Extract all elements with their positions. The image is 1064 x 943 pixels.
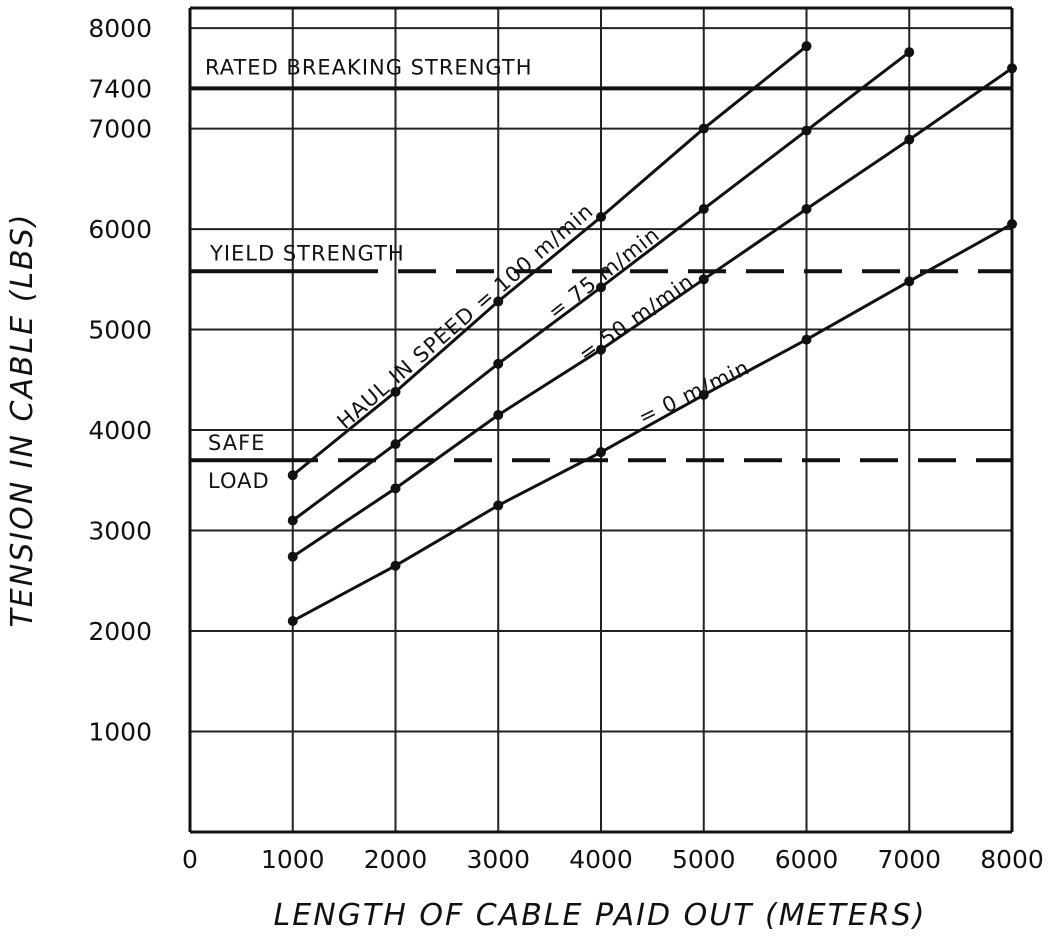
- data-point: [287, 515, 298, 526]
- y-tick-label: 1000: [88, 718, 152, 747]
- data-point: [493, 409, 504, 420]
- y-tick-label: 6000: [88, 215, 152, 244]
- x-tick-label: 3000: [466, 845, 530, 874]
- y-tick-label: 3000: [88, 517, 152, 546]
- x-tick-label: 0: [182, 845, 198, 874]
- series-line: [291, 67, 1013, 558]
- data-point: [390, 483, 401, 494]
- data-point: [801, 334, 812, 345]
- data-point: [904, 134, 915, 145]
- data-point: [801, 125, 812, 136]
- x-tick-label: 7000: [877, 845, 941, 874]
- data-point: [596, 212, 606, 223]
- data-point: [390, 560, 401, 571]
- x-tick-label: 5000: [672, 845, 736, 874]
- y-tick-label: 7400: [88, 74, 152, 103]
- x-tick-label: 4000: [569, 845, 633, 874]
- data-point: [596, 447, 606, 458]
- data-point: [698, 203, 709, 214]
- y-tick-label: 4000: [88, 416, 152, 445]
- data-point: [287, 470, 298, 481]
- yield-strength-label: YIELD STRENGTH: [209, 241, 405, 265]
- x-axis-title: LENGTH OF CABLE PAID OUT (METERS): [274, 898, 927, 933]
- x-tick-label: 1000: [261, 845, 325, 874]
- y-tick-label: 7000: [88, 115, 152, 144]
- data-point: [287, 551, 298, 562]
- x-tick-label: 8000: [980, 845, 1044, 874]
- tick-labels: 1000 2000 3000 4000 5000 6000 7000 7400 8000 0 100…: [88, 14, 1043, 874]
- data-point: [801, 203, 812, 214]
- series-line: [292, 222, 1013, 623]
- data-point: [904, 276, 915, 287]
- x-tick-label: 6000: [775, 845, 839, 874]
- data-point: [698, 389, 709, 400]
- x-tick-label: 2000: [364, 845, 428, 874]
- rated-breaking-strength-label: RATED BREAKING STRENGTH: [205, 55, 533, 79]
- data-point: [698, 123, 709, 134]
- data-point: [390, 386, 401, 397]
- y-axis-title: TENSION IN CABLE (LBS): [5, 212, 40, 627]
- y-tick-label: 8000: [88, 14, 152, 43]
- data-point: [493, 296, 504, 307]
- data-point: [801, 41, 812, 52]
- plot-frame: [188, 6, 1014, 834]
- y-tick-label: 2000: [88, 617, 152, 646]
- series-lines: [287, 41, 1017, 626]
- grid: [190, 8, 1012, 832]
- data-point: [596, 282, 606, 293]
- data-point: [904, 47, 915, 58]
- safe-load-label: LOAD: [208, 469, 270, 493]
- y-tick-label: 5000: [88, 316, 152, 345]
- data-point: [596, 344, 606, 355]
- series-line: [291, 45, 808, 477]
- data-point: [493, 500, 504, 511]
- reference-lines: [190, 86, 1012, 463]
- data-point: [698, 274, 709, 285]
- data-point: [287, 615, 298, 626]
- data-point: [493, 358, 504, 369]
- safe-load-label: SAFE: [208, 431, 265, 455]
- data-point: [390, 439, 401, 450]
- series-label: = 0 m/min: [635, 355, 754, 429]
